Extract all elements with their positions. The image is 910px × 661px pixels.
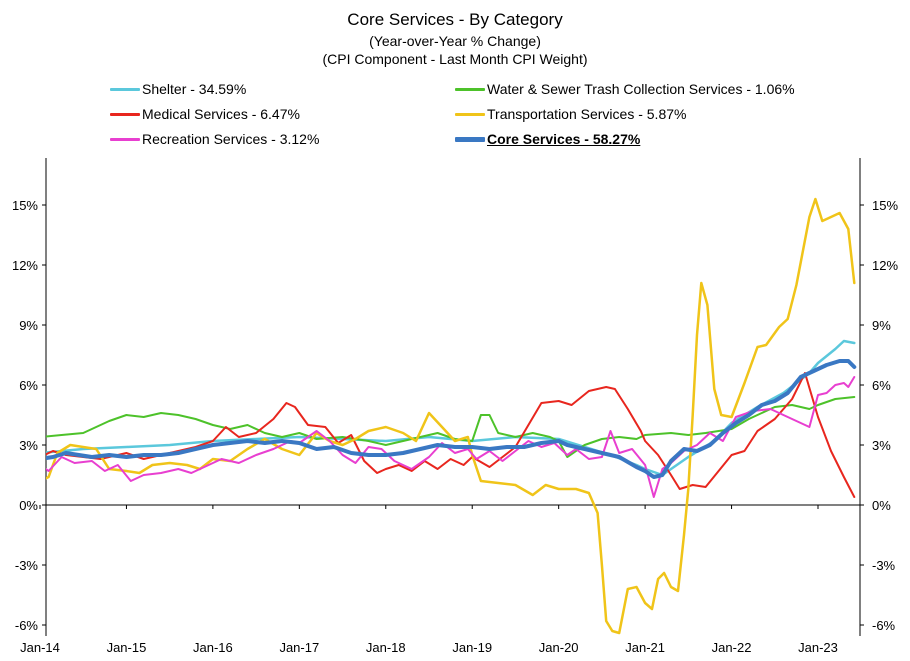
legend-swatch-water-sewer — [455, 87, 485, 91]
y-tick-label-right: 15% — [872, 198, 898, 213]
series-line-3 — [46, 197, 856, 635]
y-tick-label-right: -3% — [872, 558, 896, 573]
x-tick-label: Jan-17 — [279, 640, 319, 655]
legend-item-shelter: Shelter - 34.59% — [110, 80, 246, 98]
y-tick-label-left: 12% — [12, 258, 38, 273]
chart-title: Core Services - By Category — [347, 10, 563, 29]
y-tick-label-left: 6% — [19, 378, 38, 393]
series-line-2 — [46, 372, 856, 498]
chart-subtitle-1: (Year-over-Year % Change) — [369, 33, 541, 49]
legend-item-core-services: Core Services - 58.27% — [455, 130, 640, 148]
x-tick-label: Jan-21 — [625, 640, 665, 655]
x-tick-label: Jan-15 — [107, 640, 147, 655]
series-line-5 — [46, 359, 857, 479]
legend-item-water-sewer: Water & Sewer Trash Collection Services … — [455, 80, 795, 98]
x-tick-label: Jan-22 — [712, 640, 752, 655]
series-line-1 — [46, 396, 856, 458]
legend-swatch-core-services — [455, 136, 485, 142]
y-tick-label-left: -6% — [15, 618, 39, 633]
y-tick-label-right: 3% — [872, 438, 891, 453]
y-tick-label-right: 0% — [872, 498, 891, 513]
y-tick-label-right: -6% — [872, 618, 896, 633]
y-tick-label-left: 0% — [19, 498, 38, 513]
y-tick-label-left: 9% — [19, 318, 38, 333]
legend-label-shelter: Shelter - 34.59% — [142, 81, 247, 97]
y-tick-label-left: -3% — [15, 558, 39, 573]
legend-swatch-shelter — [110, 87, 140, 91]
legend-label-water-sewer: Water & Sewer Trash Collection Services … — [487, 81, 795, 97]
legend-label-medical: Medical Services - 6.47% — [142, 106, 300, 122]
x-tick-label: Jan-23 — [798, 640, 838, 655]
x-tick-label: Jan-18 — [366, 640, 406, 655]
y-tick-label-right: 6% — [872, 378, 891, 393]
legend-swatch-transportation — [455, 112, 485, 116]
chart-subtitle-2: (CPI Component - Last Month CPI Weight) — [322, 51, 588, 67]
y-tick-label-left: 15% — [12, 198, 38, 213]
legend-label-transportation: Transportation Services - 5.87% — [487, 106, 687, 122]
legend-label-recreation: Recreation Services - 3.12% — [142, 131, 320, 147]
y-tick-label-right: 12% — [872, 258, 898, 273]
legend-swatch-recreation — [110, 137, 140, 141]
legend-item-medical: Medical Services - 6.47% — [110, 105, 300, 123]
legend-item-recreation: Recreation Services - 3.12% — [110, 130, 319, 148]
legend-item-transportation: Transportation Services - 5.87% — [455, 105, 686, 123]
x-tick-label: Jan-14 — [20, 640, 60, 655]
y-tick-label-left: 3% — [19, 438, 38, 453]
legend-label-core-services: Core Services - 58.27% — [487, 131, 641, 147]
x-tick-label: Jan-19 — [452, 640, 492, 655]
x-tick-label: Jan-20 — [539, 640, 579, 655]
y-tick-label-right: 9% — [872, 318, 891, 333]
legend-swatch-medical — [110, 112, 140, 116]
x-tick-label: Jan-16 — [193, 640, 233, 655]
